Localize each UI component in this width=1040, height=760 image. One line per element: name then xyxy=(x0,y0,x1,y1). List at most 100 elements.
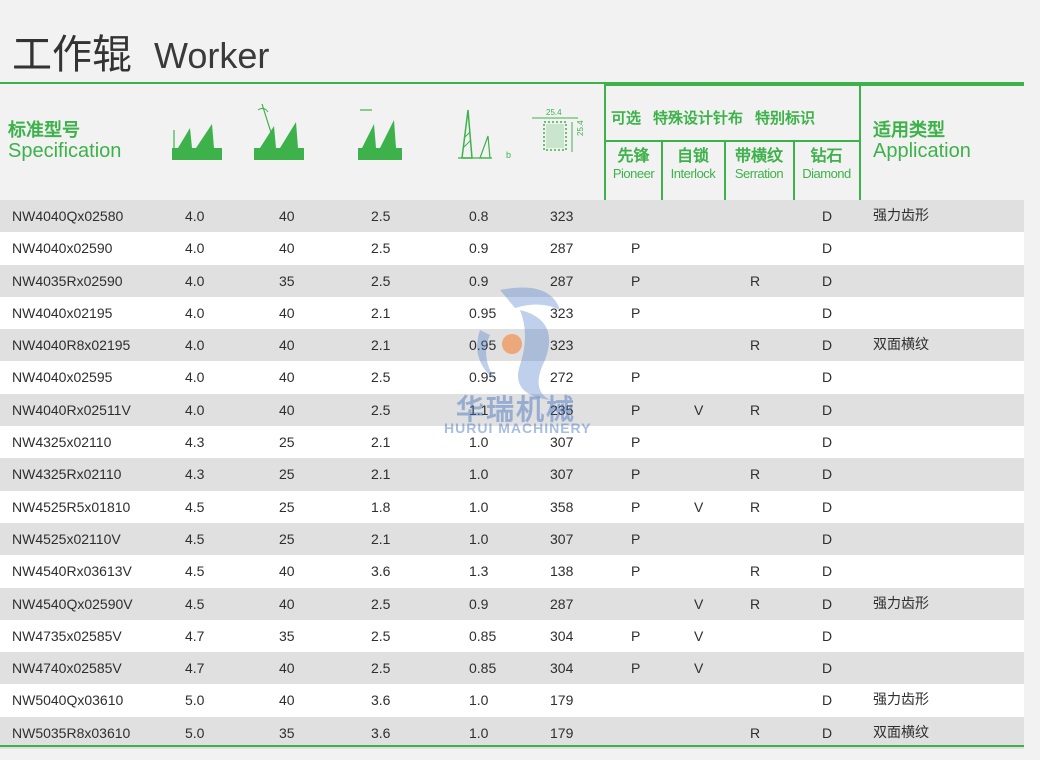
options-group-header: 可选 特殊设计针布 特别标识 xyxy=(607,102,859,132)
angle-cell: 25 xyxy=(279,434,295,451)
option-serration-header: 带横纹 Serration xyxy=(725,146,793,182)
bottom-divider xyxy=(0,745,1024,747)
interlock-cell: V xyxy=(694,498,704,515)
pitch-cell: 2.5 xyxy=(371,369,391,386)
angle-cell: 40 xyxy=(279,595,295,612)
header-divider xyxy=(604,84,1024,86)
application-cell: 双面横纹 xyxy=(873,337,929,354)
diamond-cell: D xyxy=(822,692,833,709)
tooth-height-cell: 4.0 xyxy=(185,304,205,321)
angle-cell: 25 xyxy=(279,530,295,547)
dim-width-label: 25.4 xyxy=(546,108,562,117)
interlock-cell: V xyxy=(694,627,704,644)
title-chinese: 工作辊 xyxy=(12,32,132,78)
density-cell: 307 xyxy=(550,434,574,451)
diamond-cell: D xyxy=(822,434,833,451)
option-interlock-cn: 自锁 xyxy=(676,146,709,165)
thickness-cell: 0.9 xyxy=(469,595,489,612)
thickness-cell: 0.85 xyxy=(469,627,497,644)
interlock-cell: V xyxy=(694,595,704,612)
pitch-cell: 2.1 xyxy=(371,530,391,547)
table-row: NW5035R8x03610 5.0 35 3.6 1.0 179 R D 双面横纹 xyxy=(0,716,1024,750)
option-serration-en: Serration xyxy=(734,166,784,181)
pioneer-cell: P xyxy=(631,563,641,580)
spec-cell: NW4735x02585V xyxy=(12,627,122,644)
application-header: 适用类型 Application xyxy=(873,120,971,162)
wire-thickness-profile-icon: b xyxy=(458,109,511,160)
spec-cell: NW4540Qx02590V xyxy=(12,595,133,612)
application-cell: 强力齿形 xyxy=(873,595,929,612)
pitch-cell: 2.1 xyxy=(371,434,391,451)
interlock-cell: V xyxy=(694,660,704,677)
angle-cell: 25 xyxy=(279,498,295,515)
diamond-cell: D xyxy=(822,627,833,644)
diamond-cell: D xyxy=(822,369,833,386)
tooth-height-cell: 5.0 xyxy=(185,692,205,709)
serration-cell: R xyxy=(750,272,761,289)
table-row: NW4525R5x01810 4.5 25 1.8 1.0 358 P V R D xyxy=(0,490,1024,523)
tooth-height-cell: 4.3 xyxy=(185,434,205,451)
tooth-height-cell: 4.0 xyxy=(185,337,205,354)
angle-cell: 25 xyxy=(279,466,295,483)
page-title: 工作辊 Worker xyxy=(12,22,269,78)
spec-cell: NW4040x02195 xyxy=(12,304,113,321)
spec-cell: NW4540Rx03613V xyxy=(12,563,132,580)
angle-cell: 40 xyxy=(279,208,295,224)
table-row: NW4325x02110 4.3 25 2.1 1.0 307 P D xyxy=(0,426,1024,459)
header-divider xyxy=(661,140,663,200)
pitch-cell: 2.1 xyxy=(371,466,391,483)
table-row: NW4040Qx02580 4.0 40 2.5 0.8 323 D 强力齿形 xyxy=(0,200,1024,233)
diamond-cell: D xyxy=(822,208,833,224)
angle-cell: 40 xyxy=(279,660,295,677)
table-row: NW4040x02595 4.0 40 2.5 0.95 272 P D xyxy=(0,361,1024,394)
angle-cell: 35 xyxy=(279,272,295,289)
thickness-cell: 1.0 xyxy=(469,466,489,483)
table-row: NW4735x02585V 4.7 35 2.5 0.85 304 P V D xyxy=(0,619,1024,653)
pitch-cell: 2.1 xyxy=(371,337,391,354)
watermark-text-cn: 华瑞机械 xyxy=(456,393,577,426)
density-cell: 323 xyxy=(550,208,574,224)
thickness-cell: 1.0 xyxy=(469,724,489,741)
table-row: NW4540Rx03613V 4.5 40 3.6 1.3 138 P R D xyxy=(0,555,1024,588)
thickness-cell: 0.9 xyxy=(469,272,489,289)
pioneer-cell: P xyxy=(631,272,641,289)
title-divider xyxy=(0,82,1024,84)
table-row: NW4040R8x02195 4.0 40 2.1 0.95 323 R D 双面横纹 xyxy=(0,329,1024,362)
spec-cell: NW4035Rx02590 xyxy=(12,272,123,289)
svg-text:b: b xyxy=(506,150,511,160)
density-cell: 287 xyxy=(550,272,574,289)
application-header-cn: 适用类型 xyxy=(873,120,945,141)
special-design-label: 特殊设计针布 xyxy=(653,108,744,127)
pioneer-cell: P xyxy=(631,304,641,321)
spec-cell: NW4040Qx02580 xyxy=(12,208,124,224)
pitch-cell: 2.5 xyxy=(371,272,391,289)
diamond-cell: D xyxy=(822,530,833,547)
table-header: 标准型号 Specification b 25.4 xyxy=(0,84,1024,200)
interlock-cell: V xyxy=(694,401,704,418)
spec-header-cn: 标准型号 xyxy=(8,120,80,141)
tooth-height-cell: 4.3 xyxy=(185,466,205,483)
table-row: NW4040x02590 4.0 40 2.5 0.9 287 P D xyxy=(0,232,1024,265)
thickness-cell: 1.3 xyxy=(469,563,489,580)
table-row: NW5040Qx03610 5.0 40 3.6 1.0 179 D 强力齿形 xyxy=(0,684,1024,717)
pitch-cell: 2.5 xyxy=(371,595,391,612)
thickness-cell: 0.8 xyxy=(469,208,489,224)
tooth-height-cell: 4.0 xyxy=(185,240,205,257)
angle-cell: 40 xyxy=(279,563,295,580)
pioneer-cell: P xyxy=(631,466,641,483)
option-pioneer-header: 先锋 Pioneer xyxy=(606,146,661,182)
tooth-height-cell: 4.0 xyxy=(185,401,205,418)
pitch-cell: 3.6 xyxy=(371,563,391,580)
thickness-cell: 0.95 xyxy=(469,304,497,321)
serration-cell: R xyxy=(750,724,761,741)
serration-cell: R xyxy=(750,563,761,580)
application-cell: 强力齿形 xyxy=(873,692,929,709)
density-cell: 307 xyxy=(550,466,574,483)
thickness-cell: 1.0 xyxy=(469,434,489,451)
tooth-height-cell: 4.0 xyxy=(185,272,205,289)
pitch-cell: 2.5 xyxy=(371,208,391,224)
spec-table-body: NW4040Qx02580 4.0 40 2.5 0.8 323 D 强力齿形 NW4040x0… xyxy=(0,200,1024,750)
diamond-cell: D xyxy=(822,660,833,677)
thickness-cell: 0.9 xyxy=(469,240,489,257)
diamond-cell: D xyxy=(822,401,833,418)
